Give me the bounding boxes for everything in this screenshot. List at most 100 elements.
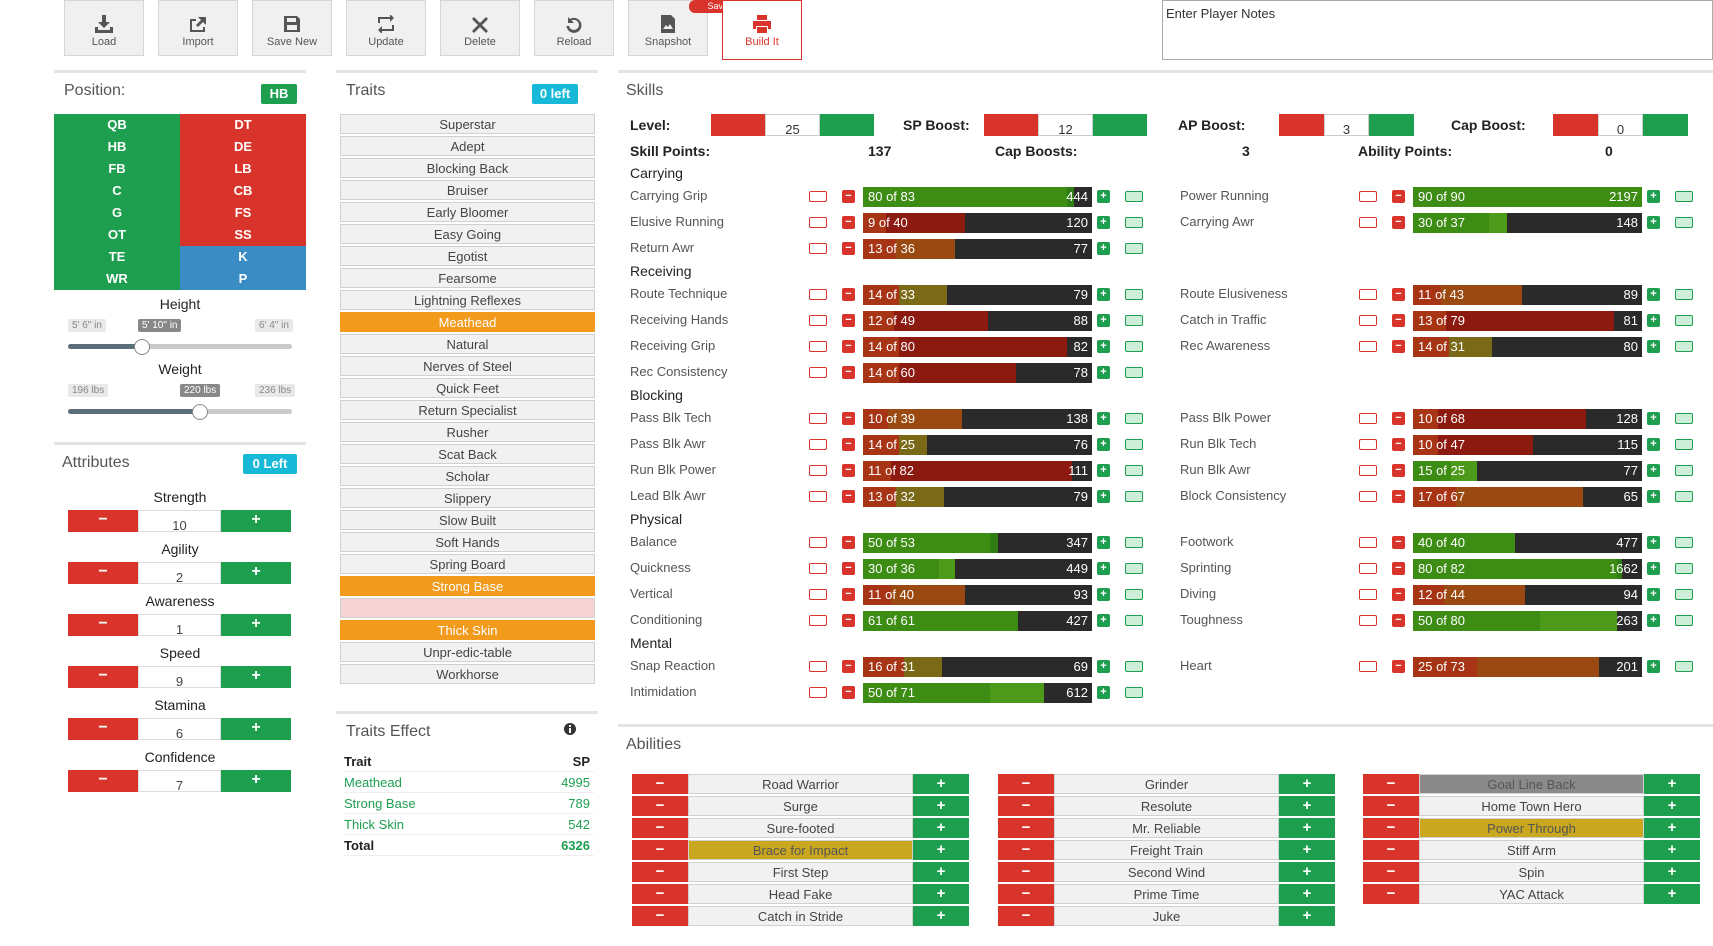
attr-value[interactable]: 10 (138, 510, 221, 533)
skill-plus-icon[interactable]: + (1647, 490, 1660, 503)
skill-plus-icon[interactable]: + (1097, 614, 1110, 627)
skill-minus-icon[interactable]: − (842, 340, 855, 353)
skill-plus-icon[interactable]: + (1097, 536, 1110, 549)
skill-min-outline-icon[interactable] (1359, 491, 1377, 502)
position-qb[interactable]: QB (54, 114, 180, 136)
skill-minus-icon[interactable]: − (842, 614, 855, 627)
ability-minus-button[interactable]: − (632, 796, 688, 816)
skill-max-outline-icon[interactable] (1675, 615, 1693, 626)
ability-plus-button[interactable]: + (913, 884, 969, 904)
ability-plus-button[interactable]: + (1644, 862, 1700, 882)
ability-name[interactable]: Catch in Stride (688, 906, 913, 926)
position-lb[interactable]: LB (180, 158, 306, 180)
skill-minus-icon[interactable]: − (842, 288, 855, 301)
skill-plus-icon[interactable]: + (1647, 614, 1660, 627)
skill-minus-icon[interactable]: − (1392, 288, 1405, 301)
skill-max-outline-icon[interactable] (1675, 413, 1693, 424)
ability-name[interactable]: Stiff Arm (1419, 840, 1644, 860)
level-value[interactable]: 25 (765, 114, 820, 137)
skill-max-outline-icon[interactable] (1675, 341, 1693, 352)
skill-minus-icon[interactable]: − (1392, 536, 1405, 549)
skill-plus-icon[interactable]: + (1097, 412, 1110, 425)
skill-minus-icon[interactable]: − (842, 242, 855, 255)
trait-item[interactable]: Egotist (340, 246, 595, 266)
skill-min-outline-icon[interactable] (809, 289, 827, 300)
ability-plus-button[interactable]: + (1644, 796, 1700, 816)
skill-min-outline-icon[interactable] (809, 589, 827, 600)
trait-item[interactable]: Return Specialist (340, 400, 595, 420)
trait-item[interactable]: Spring Board (340, 554, 595, 574)
skill-minus-icon[interactable]: − (1392, 464, 1405, 477)
skill-plus-icon[interactable]: + (1647, 412, 1660, 425)
skill-max-outline-icon[interactable] (1125, 491, 1143, 502)
skill-plus-icon[interactable]: + (1097, 314, 1110, 327)
trait-item[interactable]: Soft Hands (340, 532, 595, 552)
cap-boost-value[interactable]: 0 (1598, 114, 1643, 137)
ability-minus-button[interactable]: − (632, 906, 688, 926)
skill-min-outline-icon[interactable] (809, 465, 827, 476)
trait-item[interactable]: Blocking Back (340, 158, 595, 178)
build-it-button[interactable]: Build It (722, 0, 802, 60)
ability-name[interactable]: Juke (1054, 906, 1279, 926)
cap-boost-minus[interactable] (1553, 114, 1598, 136)
skill-max-outline-icon[interactable] (1125, 413, 1143, 424)
position-te[interactable]: TE (54, 246, 180, 268)
position-dt[interactable]: DT (180, 114, 306, 136)
ability-minus-button[interactable]: − (1363, 862, 1419, 882)
skill-min-outline-icon[interactable] (1359, 413, 1377, 424)
ability-plus-button[interactable]: + (913, 774, 969, 794)
trait-item[interactable]: Strong Base (340, 576, 595, 596)
trait-item[interactable]: Thick Skin (340, 620, 595, 640)
skill-min-outline-icon[interactable] (809, 367, 827, 378)
skill-max-outline-icon[interactable] (1675, 537, 1693, 548)
skill-minus-icon[interactable]: − (842, 412, 855, 425)
position-ss[interactable]: SS (180, 224, 306, 246)
ability-plus-button[interactable]: + (1279, 862, 1335, 882)
skill-plus-icon[interactable]: + (1647, 562, 1660, 575)
skill-minus-icon[interactable]: − (1392, 340, 1405, 353)
skill-max-outline-icon[interactable] (1675, 465, 1693, 476)
skill-max-outline-icon[interactable] (1675, 491, 1693, 502)
skill-max-outline-icon[interactable] (1675, 439, 1693, 450)
attr-plus-button[interactable]: + (221, 770, 291, 792)
player-notes-textarea[interactable]: Enter Player Notes (1162, 0, 1713, 60)
position-ot[interactable]: OT (54, 224, 180, 246)
position-de[interactable]: DE (180, 136, 306, 158)
sp-boost-plus[interactable] (1093, 114, 1147, 136)
skill-minus-icon[interactable]: − (1392, 588, 1405, 601)
height-slider[interactable] (68, 344, 292, 349)
ability-plus-button[interactable]: + (1279, 884, 1335, 904)
ability-name[interactable]: Head Fake (688, 884, 913, 904)
ability-plus-button[interactable]: + (1279, 818, 1335, 838)
position-fb[interactable]: FB (54, 158, 180, 180)
height-slider-thumb[interactable] (133, 339, 150, 355)
skill-minus-icon[interactable]: − (842, 562, 855, 575)
skill-max-outline-icon[interactable] (1125, 341, 1143, 352)
attr-minus-button[interactable]: − (68, 666, 138, 688)
skill-min-outline-icon[interactable] (1359, 191, 1377, 202)
attr-value[interactable]: 2 (138, 562, 221, 585)
skill-max-outline-icon[interactable] (1125, 615, 1143, 626)
ability-plus-button[interactable]: + (1644, 774, 1700, 794)
trait-item[interactable]: Scat Back (340, 444, 595, 464)
ability-plus-button[interactable]: + (1279, 840, 1335, 860)
ability-name[interactable]: Power Through (1419, 818, 1644, 838)
skill-max-outline-icon[interactable] (1125, 217, 1143, 228)
attr-value[interactable]: 1 (138, 614, 221, 637)
skill-minus-icon[interactable]: − (842, 216, 855, 229)
skill-plus-icon[interactable]: + (1647, 660, 1660, 673)
skill-plus-icon[interactable]: + (1097, 686, 1110, 699)
trait-item[interactable]: Rusher (340, 422, 595, 442)
ability-name[interactable]: Resolute (1054, 796, 1279, 816)
trait-item[interactable]: Quick Feet (340, 378, 595, 398)
position-p[interactable]: P (180, 268, 306, 290)
ability-plus-button[interactable]: + (913, 818, 969, 838)
skill-plus-icon[interactable]: + (1647, 588, 1660, 601)
skill-minus-icon[interactable]: − (842, 314, 855, 327)
position-g[interactable]: G (54, 202, 180, 224)
skill-plus-icon[interactable]: + (1097, 588, 1110, 601)
skill-min-outline-icon[interactable] (809, 687, 827, 698)
skill-minus-icon[interactable]: − (1392, 438, 1405, 451)
ability-minus-button[interactable]: − (998, 840, 1054, 860)
trait-item[interactable]: Scholar (340, 466, 595, 486)
